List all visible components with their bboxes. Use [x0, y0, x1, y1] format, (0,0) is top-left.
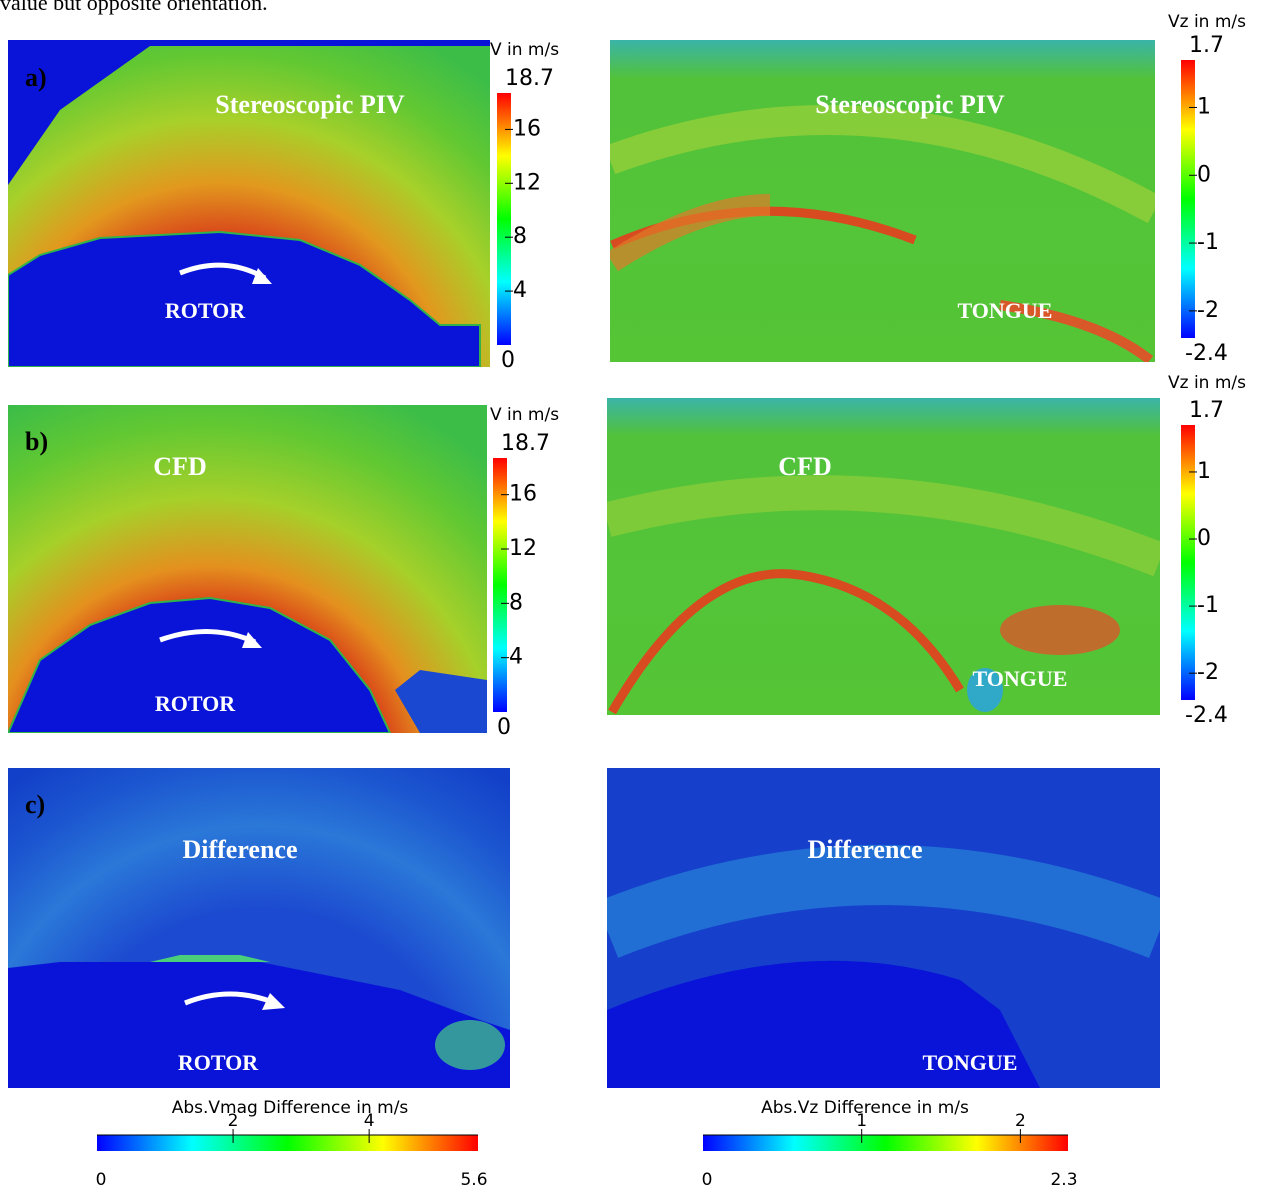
colorbar	[703, 1135, 1068, 1151]
region-label: TONGUE	[973, 666, 1068, 691]
colorbar-max: 5.6	[460, 1170, 487, 1190]
tick-label: -2	[1197, 298, 1219, 323]
colorbar-min: 0	[96, 1170, 107, 1190]
tick-label: 12	[509, 536, 537, 561]
tick-label: 12	[513, 170, 541, 195]
colorbar	[493, 458, 507, 712]
colorbar-min: -2.4	[1185, 341, 1228, 366]
colorbar-max: 1.7	[1189, 33, 1224, 58]
tick-label: 1	[1197, 94, 1211, 119]
tick-label: -1	[1197, 593, 1219, 618]
field-panel	[8, 405, 487, 733]
panel-title: Difference	[807, 835, 922, 864]
panel-label: c)	[25, 790, 45, 819]
tick-label: 4	[513, 278, 527, 303]
colorbar-max: 18.7	[505, 66, 554, 91]
colorbar-max: 1.7	[1189, 398, 1224, 423]
tick-label: 2	[228, 1111, 239, 1131]
tick-label: 1	[856, 1111, 867, 1131]
colorbar	[1181, 425, 1195, 700]
colorbar-min: -2.4	[1185, 703, 1228, 728]
tick-label: 16	[509, 482, 537, 507]
panel-title: Difference	[182, 835, 297, 864]
tick-label: 0	[1197, 526, 1211, 551]
panel-title: Stereoscopic PIV	[215, 90, 405, 119]
tick-label: 1	[1197, 459, 1211, 484]
colorbar-min: 0	[702, 1170, 713, 1190]
panel-label: a)	[25, 63, 47, 92]
colorbar-max: 2.3	[1050, 1170, 1077, 1190]
tick-label: 0	[1197, 162, 1211, 187]
tick-label: 8	[513, 224, 527, 249]
field-panel	[8, 768, 510, 1088]
colorbar-min: 0	[501, 348, 515, 373]
region-label: ROTOR	[165, 298, 246, 323]
colorbar	[97, 1135, 478, 1151]
region-label: TONGUE	[958, 298, 1053, 323]
tick-label: 16	[513, 116, 541, 141]
colorbar-title: Vz in m/s	[1168, 373, 1246, 393]
panel-title: Stereoscopic PIV	[815, 90, 1005, 119]
panel-title: CFD	[153, 452, 206, 481]
colorbar-title: V in m/s	[490, 40, 559, 60]
colorbar-title: Vz in m/s	[1168, 12, 1246, 32]
tick-label: 4	[509, 645, 523, 670]
tick-label: 2	[1015, 1111, 1026, 1131]
region-label: ROTOR	[155, 691, 236, 716]
colorbar	[1181, 60, 1195, 338]
colorbar-min: 0	[497, 715, 511, 740]
colorbar-max: 18.7	[501, 431, 550, 456]
panel-title: CFD	[778, 452, 831, 481]
field-panel	[607, 768, 1160, 1088]
field-panel	[610, 40, 1155, 362]
tick-label: 4	[364, 1111, 375, 1131]
tick-label: -2	[1197, 660, 1219, 685]
tick-label: 8	[509, 590, 523, 615]
colorbar-title: V in m/s	[490, 405, 559, 425]
tick-label: -1	[1197, 230, 1219, 255]
panel-label: b)	[25, 427, 48, 456]
header-text: value but opposite orientation.	[0, 0, 268, 15]
region-label: ROTOR	[178, 1050, 259, 1075]
field-panel	[607, 398, 1160, 715]
region-label: TONGUE	[923, 1050, 1018, 1075]
colorbar	[497, 93, 511, 345]
figure: value but opposite orientation. a) Stere…	[0, 0, 1269, 1190]
